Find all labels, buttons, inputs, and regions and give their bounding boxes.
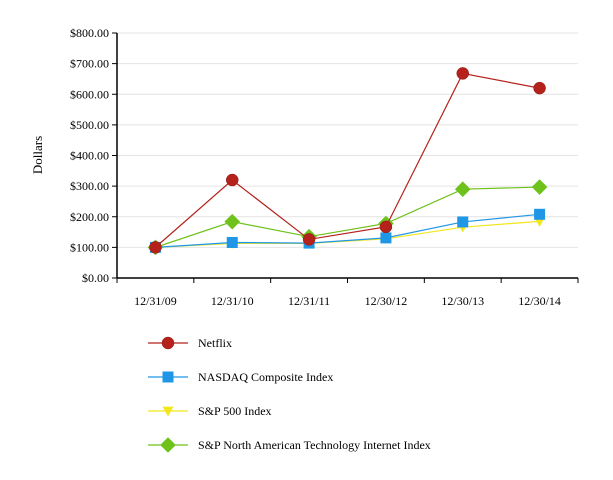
x-tick-label: 12/31/10: [211, 294, 254, 308]
grid-lines: [117, 32, 578, 248]
y-tick-label: $200.00: [70, 210, 109, 224]
series-line: [155, 186, 540, 248]
legend-label: S&P 500 Index: [198, 404, 272, 418]
data-point: [226, 236, 238, 248]
legend-marker: [162, 406, 174, 417]
legend-label: S&P North American Technology Internet I…: [198, 438, 431, 452]
legend-item: S&P 500 Index: [148, 404, 272, 418]
legend-label: Netflix: [198, 336, 232, 350]
legend-item: Netflix: [148, 336, 232, 350]
data-point: [533, 81, 546, 95]
x-tick-label: 12/30/12: [365, 294, 408, 308]
legend: Netflix NASDAQ Composite Index S&P 500 Ind…: [148, 336, 431, 453]
x-tick-label: 12/31/09: [134, 294, 177, 308]
legend-item: NASDAQ Composite Index: [148, 370, 333, 384]
data-point: [226, 173, 239, 187]
series-nasdaq-composite-index: [149, 208, 546, 253]
data-point: [379, 220, 393, 234]
x-tick-label: 12/30/13: [441, 294, 484, 308]
data-point: [456, 67, 469, 80]
series-line: [155, 213, 540, 248]
data-point: [531, 179, 548, 195]
y-axis-ticks: $0.00 $100.00 $200.00 $300.00 $400.00 $500.00…: [70, 26, 117, 285]
legend-marker: [160, 437, 176, 453]
data-series: [147, 67, 548, 256]
series-line: [155, 72, 540, 248]
x-axis-ticks: 12/31/09 12/31/10 12/31/11 12/30/12 12/30/13…: [116, 278, 579, 308]
legend-item: S&P North American Technology Internet I…: [148, 437, 431, 453]
y-tick-label: $300.00: [70, 179, 109, 193]
legend-label: NASDAQ Composite Index: [198, 370, 333, 384]
legend-marker: [162, 371, 174, 383]
y-tick-label: $600.00: [70, 87, 109, 101]
y-axis-label: Dollars: [30, 136, 45, 174]
data-point: [380, 232, 392, 244]
data-point: [224, 213, 241, 230]
series-netflix: [149, 67, 546, 254]
y-tick-label: $800.00: [70, 26, 109, 40]
data-point: [149, 241, 162, 254]
data-point: [534, 208, 546, 220]
legend-marker: [161, 336, 175, 350]
data-point: [457, 216, 469, 228]
y-tick-label: $700.00: [70, 57, 109, 71]
series-line: [155, 220, 540, 248]
y-tick-label: $100.00: [70, 240, 109, 254]
y-tick-label: $0.00: [82, 271, 109, 285]
data-point: [454, 181, 471, 197]
data-point: [302, 233, 316, 246]
x-tick-label: 12/31/11: [288, 294, 330, 308]
x-tick-label: 12/30/14: [518, 294, 561, 308]
y-tick-label: $500.00: [70, 118, 109, 132]
y-tick-label: $400.00: [70, 149, 109, 163]
